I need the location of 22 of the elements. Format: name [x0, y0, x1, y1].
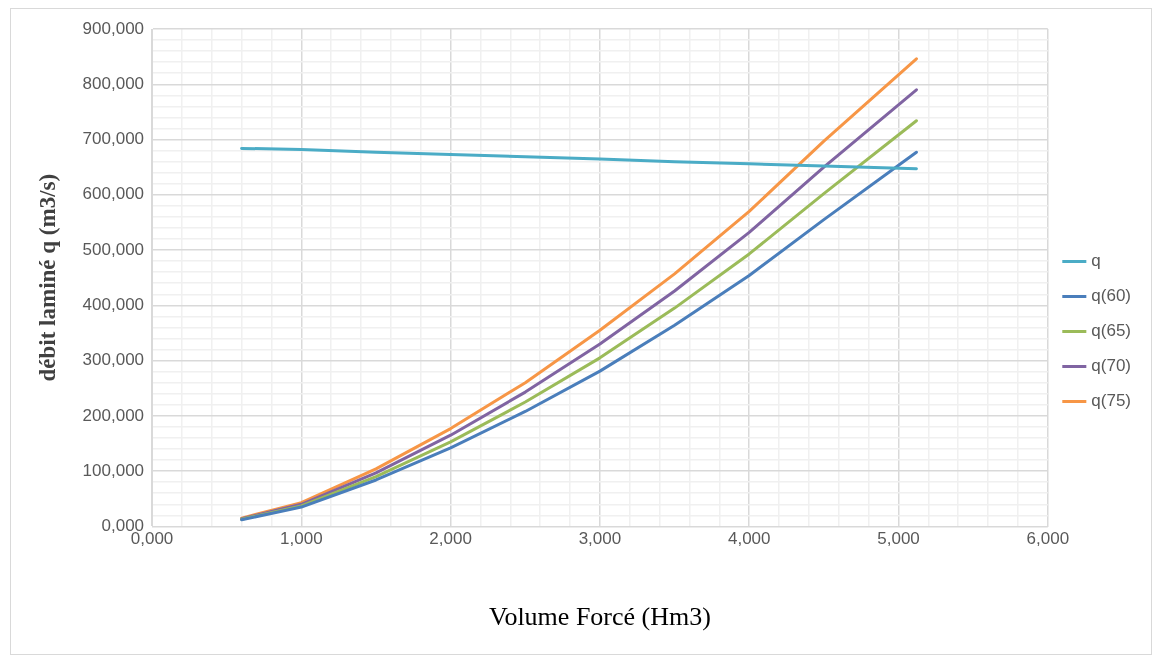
x-tick-label: 3,000 — [578, 529, 622, 549]
legend-label: q(70) — [1091, 356, 1131, 376]
x-tick-label: 2,000 — [429, 529, 472, 549]
x-tick-label: 4,000 — [727, 529, 771, 549]
y-tick-label: 700,000 — [82, 129, 145, 149]
y-tick-label: 200,000 — [82, 405, 145, 425]
y-tick-label: 900,000 — [82, 18, 145, 38]
y-tick-label: 300,000 — [82, 350, 145, 370]
y-tick-label: 800,000 — [82, 73, 145, 93]
y-tick-label: 500,000 — [82, 239, 145, 259]
y-tick-label: 400,000 — [82, 295, 145, 315]
y-tick-label: 100,000 — [82, 460, 145, 480]
legend-label: q(75) — [1091, 391, 1131, 411]
x-tick-label: 6,000 — [1026, 529, 1070, 549]
legend-label: q — [1091, 251, 1101, 271]
legend-label: q(60) — [1091, 286, 1131, 306]
y-tick-label: 600,000 — [82, 184, 145, 204]
x-tick-label: 5,000 — [877, 529, 920, 549]
y-axis-title: débit laminé q (m3/s) — [34, 173, 60, 382]
x-tick-label: 1,000 — [280, 529, 323, 549]
legend-label: q(65) — [1091, 321, 1131, 341]
x-axis-title: Volume Forcé (Hm3) — [488, 602, 711, 632]
